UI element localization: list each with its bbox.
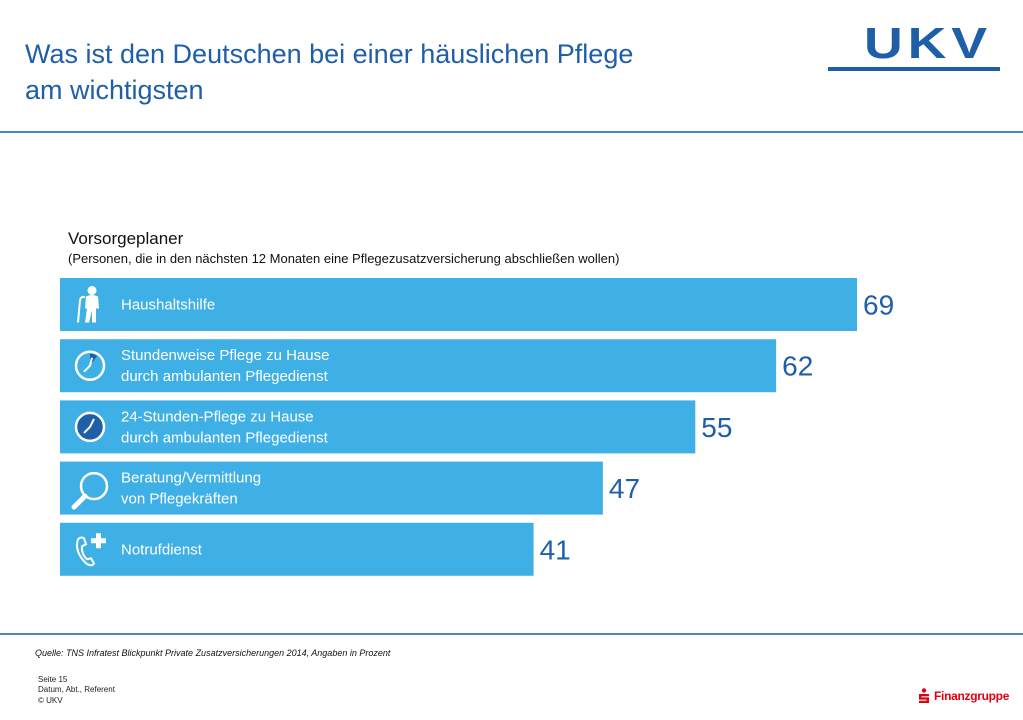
ukv-logo: UKV — [828, 22, 1000, 72]
clock-filled-icon — [74, 411, 106, 443]
phone-plus-icon — [76, 533, 106, 567]
magnifier-icon — [71, 471, 109, 510]
bar-group: Beratung/Vermittlung von Pflegekräften 47 — [60, 461, 640, 515]
title-line-2: am wichtigsten — [25, 75, 204, 105]
bar-value-label: 62 — [782, 351, 813, 382]
footer-meta: Datum, Abt., Referent — [38, 685, 115, 694]
bar-category-label: Haushaltshilfe — [121, 297, 215, 314]
elderly-person-icon — [77, 286, 99, 323]
source-note: Quelle: TNS Infratest Blickpunkt Private… — [35, 648, 391, 658]
bar-category-label: Stundenweise Pflege zu Hause — [121, 347, 329, 364]
source-divider — [0, 633, 1023, 635]
page-title: Was ist den Deutschen bei einer häuslich… — [25, 36, 785, 108]
bar-group: Haushaltshilfe 69 — [60, 278, 894, 331]
bar-group: Notrufdienst 41 — [60, 522, 571, 576]
bar-group: 24-Stunden-Pflege zu Hause durch ambulant… — [60, 400, 732, 454]
clock-icon — [74, 350, 106, 381]
header-divider — [0, 131, 1023, 133]
sparkasse-brand: Finanzgruppe — [918, 688, 1009, 704]
bar-category-label: Beratung/Vermittlung — [121, 470, 261, 487]
bar-category-label: 24-Stunden-Pflege zu Hause — [121, 408, 314, 425]
bar-category-label: durch ambulanten Pflegedienst — [121, 368, 329, 385]
bar — [60, 339, 777, 393]
bar-value-label: 55 — [701, 412, 732, 443]
bar-category-label: durch ambulanten Pflegedienst — [121, 429, 329, 446]
title-line-1: Was ist den Deutschen bei einer häuslich… — [25, 39, 634, 69]
chart-subtitle: (Personen, die in den nächsten 12 Monate… — [68, 251, 620, 266]
bar-value-label: 69 — [863, 290, 894, 321]
ukv-logo-underline — [828, 67, 1000, 71]
bar-category-label: Notrufdienst — [121, 541, 203, 558]
bar — [60, 522, 534, 576]
bar — [60, 461, 603, 515]
chart-title: Vorsorgeplaner — [68, 229, 184, 248]
bar-value-label: 41 — [540, 534, 571, 565]
ukv-logo-text: UKV — [864, 19, 992, 68]
bar-category-label: von Pflegekräften — [121, 491, 238, 508]
brand-text: Finanzgruppe — [934, 689, 1010, 703]
footer-copyright: © UKV — [38, 696, 63, 705]
bar-group: Stundenweise Pflege zu Hause durch ambula… — [60, 339, 813, 393]
bar — [60, 400, 696, 454]
footer-page: Seite 15 — [38, 675, 68, 684]
bar-value-label: 47 — [609, 473, 640, 504]
sparkasse-s-icon — [919, 688, 929, 703]
bar — [60, 278, 857, 331]
